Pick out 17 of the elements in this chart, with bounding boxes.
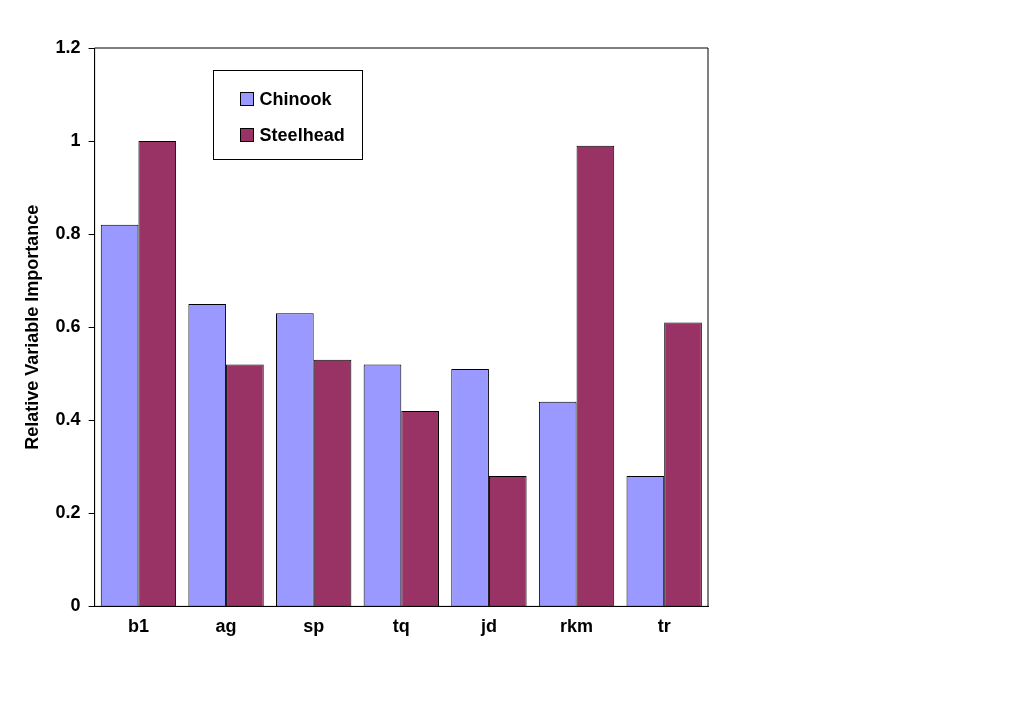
y-tick-label: 0.8 (55, 223, 81, 244)
x-tick-label: tq (392, 616, 410, 637)
y-tick-label: 0 (70, 595, 81, 616)
y-tick-label: 0.2 (55, 502, 81, 523)
x-tick-label: sp (303, 616, 325, 637)
legend-label: Chinook (259, 88, 332, 110)
y-tick-label: 0.6 (55, 316, 81, 337)
y-axis-title: Relative Variable Importance (21, 204, 42, 450)
y-tick-label: 1 (70, 130, 81, 151)
legend-label: Steelhead (259, 124, 345, 146)
x-tick-label: rkm (560, 616, 594, 637)
x-tick-label: b1 (127, 616, 149, 637)
x-tick-label: jd (479, 616, 497, 637)
y-tick-label: 1.2 (55, 36, 81, 57)
y-tick-label: 0.4 (55, 409, 81, 430)
x-tick-label: ag (215, 616, 237, 637)
x-tick-label: tr (657, 616, 671, 637)
